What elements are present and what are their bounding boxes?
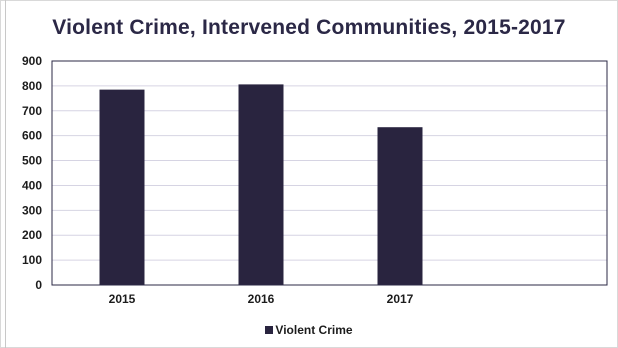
x-tick-label: 2016 <box>248 292 275 306</box>
y-tick-label: 900 <box>22 54 42 68</box>
y-tick-label: 600 <box>22 129 42 143</box>
y-tick-label: 0 <box>35 278 42 292</box>
x-tick-label: 2017 <box>387 292 414 306</box>
y-tick-label: 400 <box>22 178 42 192</box>
y-tick-label: 500 <box>22 154 42 168</box>
bar-2015 <box>99 89 145 285</box>
plot-border <box>51 60 608 286</box>
y-tick-label: 300 <box>22 203 42 217</box>
legend-swatch <box>265 326 274 334</box>
y-tick-label: 800 <box>22 79 42 93</box>
left-divider <box>5 0 6 348</box>
chart-title: Violent Crime, Intervened Communities, 2… <box>52 16 566 39</box>
legend-label: Violent Crime <box>275 323 353 337</box>
y-tick-label: 200 <box>22 228 42 242</box>
bars <box>99 84 423 286</box>
x-tick-label: 2015 <box>109 292 136 306</box>
bar-2016 <box>238 84 284 285</box>
x-axis-ticks: 2015 2016 2017 <box>109 292 414 306</box>
bar-2017 <box>377 127 423 286</box>
y-tick-label: 700 <box>22 104 42 118</box>
y-tick-label: 100 <box>22 253 42 267</box>
legend: Violent Crime <box>0 323 618 337</box>
y-axis-ticks: 0 100 200 300 400 500 600 700 800 900 <box>22 54 42 292</box>
